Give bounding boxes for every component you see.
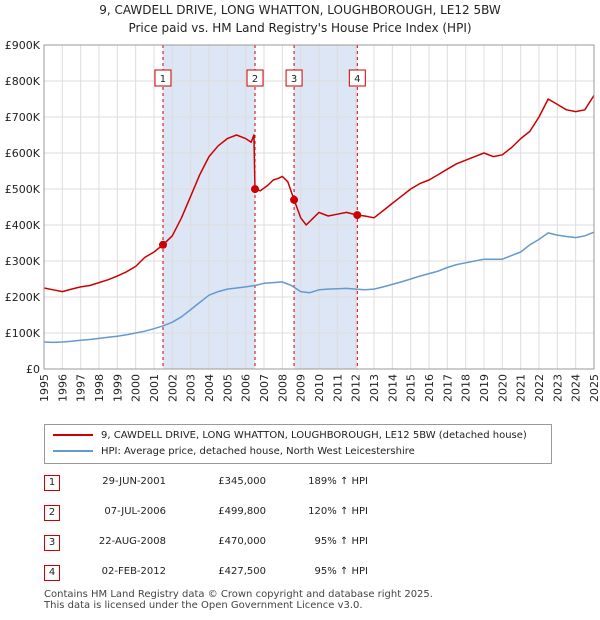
sale-number: 1 [44,475,60,491]
y-tick-label: £600K [5,147,41,160]
shaded-period [294,45,358,369]
sale-hpi: 95% ↑ HPI [314,536,368,547]
y-tick-label: £900K [5,39,41,52]
x-tick-label: 2000 [130,374,143,402]
sale-number: 3 [44,535,60,551]
plot-frame [43,44,595,370]
x-tick-label: 2019 [478,374,491,402]
x-tick-label: 2010 [313,374,326,402]
y-tick-label: £400K [5,219,41,232]
x-tick-label: 2001 [148,374,161,402]
y-tick-label: £0 [26,363,40,376]
sale-point [251,185,260,194]
sale-date: 07-JUL-2006 [104,506,166,517]
price-chart: £0 £100K £200K £300K £400K £500K £600K £700K £80… [5,39,600,402]
x-tick-label: 1998 [93,374,106,402]
x-tick-label: 2007 [258,374,271,402]
x-tick-label: 1996 [56,374,69,402]
legend-swatch-hpi [53,450,93,452]
sale-price: £427,500 [218,566,266,577]
sale-number: 2 [44,505,60,521]
sale-marker-box [348,69,366,87]
sale-price: £470,000 [218,536,266,547]
x-tick-label: 1997 [75,374,88,402]
sale-hpi: 95% ↑ HPI [314,566,368,577]
sale-number: 4 [44,565,60,581]
sale-marker-label: 4 [354,74,360,85]
x-tick-label: 2020 [496,374,509,402]
sale-date: 22-AUG-2008 [98,536,166,547]
x-tick-label: 2004 [203,374,216,402]
chart-subtitle: Price paid vs. HM Land Registry's House … [128,21,472,35]
y-tick-label: £200K [5,291,41,304]
sale-row: 3 22-AUG-2008 £470,000 95% ↑ HPI [0,534,600,554]
sale-row: 4 02-FEB-2012 £427,500 95% ↑ HPI [0,564,600,584]
x-tick-label: 2025 [588,374,600,402]
sale-marker-label: 2 [252,74,258,85]
x-tick-label: 2023 [551,374,564,402]
y-tick-label: £500K [5,183,41,196]
x-tick-label: 2008 [276,374,289,402]
sale-point [290,195,299,204]
x-tick-label: 2003 [185,374,198,402]
legend: 9, CAWDELL DRIVE, LONG WHATTON, LOUGHBOR… [44,424,552,464]
chart-title: 9, CAWDELL DRIVE, LONG WHATTON, LOUGHBOR… [99,3,501,17]
x-tick-label: 2017 [441,374,454,402]
sale-point [353,211,362,220]
footer-licence: This data is licensed under the Open Gov… [44,600,363,611]
x-tick-label: 2013 [368,374,381,402]
sale-date: 02-FEB-2012 [101,566,166,577]
legend-label-property: 9, CAWDELL DRIVE, LONG WHATTON, LOUGHBOR… [101,430,527,441]
x-tick-label: 2006 [240,374,253,402]
sale-marker-label: 1 [160,74,166,85]
property-price-line [43,94,595,293]
x-tick-label: 2016 [423,374,436,402]
legend-item-property: 9, CAWDELL DRIVE, LONG WHATTON, LOUGHBOR… [53,429,527,443]
legend-item-hpi: HPI: Average price, detached house, Nort… [53,445,415,459]
y-tick-label: £800K [5,75,41,88]
sale-marker-box [154,69,172,87]
y-tick-label: £700K [5,111,41,124]
sale-marker-box [246,69,264,87]
x-tick-label: 1995 [38,374,51,402]
x-tick-label: 2015 [405,374,418,402]
footer-copyright: Contains HM Land Registry data © Crown c… [44,589,433,600]
y-tick-label: £100K [5,327,41,340]
sale-price: £345,000 [218,476,266,487]
sale-row: 1 29-JUN-2001 £345,000 189% ↑ HPI [0,474,600,494]
hpi-line [43,231,595,344]
x-tick-label: 2024 [570,374,583,402]
sale-row: 2 07-JUL-2006 £499,800 120% ↑ HPI [0,504,600,524]
x-tick-label: 2011 [331,374,344,402]
x-tick-label: 2021 [515,374,528,402]
sale-date: 29-JUN-2001 [102,476,166,487]
sale-hpi: 189% ↑ HPI [308,476,368,487]
x-tick-label: 2012 [350,374,363,402]
sale-hpi: 120% ↑ HPI [308,506,368,517]
sale-price: £499,800 [218,506,266,517]
x-tick-label: 2005 [221,374,234,402]
legend-swatch-property [53,434,93,436]
y-tick-label: £300K [5,255,41,268]
legend-label-hpi: HPI: Average price, detached house, Nort… [101,446,415,457]
sale-marker-label: 3 [291,74,297,85]
x-tick-label: 2018 [460,374,473,402]
sale-point [158,240,167,249]
x-tick-label: 2002 [166,374,179,402]
x-tick-label: 2022 [533,374,546,402]
sale-marker-box [285,69,303,87]
x-tick-label: 2014 [386,374,399,402]
x-tick-label: 1999 [111,374,124,402]
x-tick-label: 2009 [295,374,308,402]
